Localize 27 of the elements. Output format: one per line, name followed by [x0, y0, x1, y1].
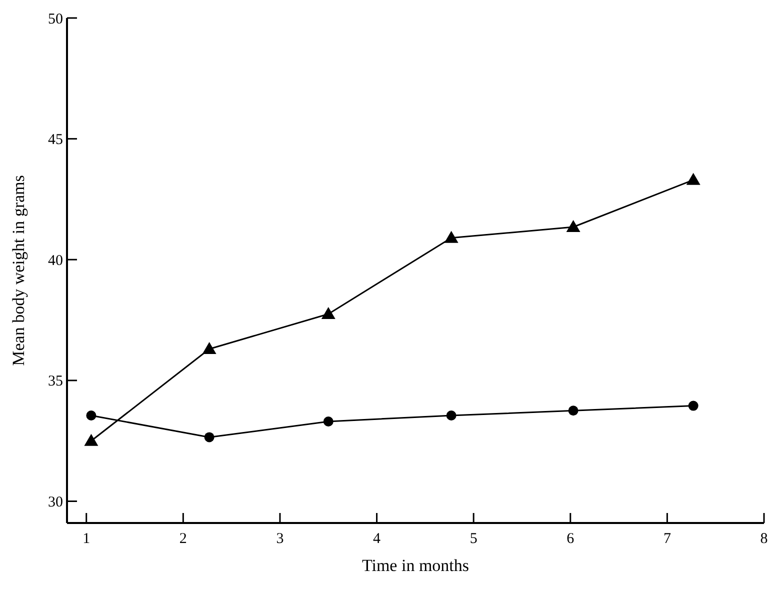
x-tick-label: 8: [760, 531, 768, 547]
y-axis-title: Mean body weight in grams: [9, 175, 28, 366]
point: [688, 400, 698, 411]
point: [446, 410, 456, 420]
x-tick-label: 3: [276, 531, 284, 547]
y-tick-label: 50: [48, 11, 63, 28]
point: [202, 342, 216, 354]
x-tick-label: 2: [179, 531, 187, 547]
point: [323, 416, 334, 427]
point: [568, 406, 578, 416]
x-tick-label: 7: [663, 531, 672, 547]
y-tick-label: 30: [48, 494, 63, 511]
point: [204, 432, 214, 442]
y-tick-label: 40: [48, 252, 63, 269]
point: [86, 410, 96, 420]
point: [84, 434, 98, 446]
point: [686, 172, 700, 185]
x-tick-label: 5: [470, 531, 478, 547]
x-tick-label: 1: [82, 531, 90, 547]
y-tick-label: 45: [48, 132, 63, 148]
point: [566, 220, 580, 232]
y-tick-label: 35: [48, 374, 63, 390]
x-axis-title: Time in months: [362, 556, 470, 575]
x-tick-label: 4: [373, 531, 382, 547]
point: [444, 230, 458, 243]
point: [321, 306, 336, 319]
x-tick-label: 6: [566, 531, 575, 547]
